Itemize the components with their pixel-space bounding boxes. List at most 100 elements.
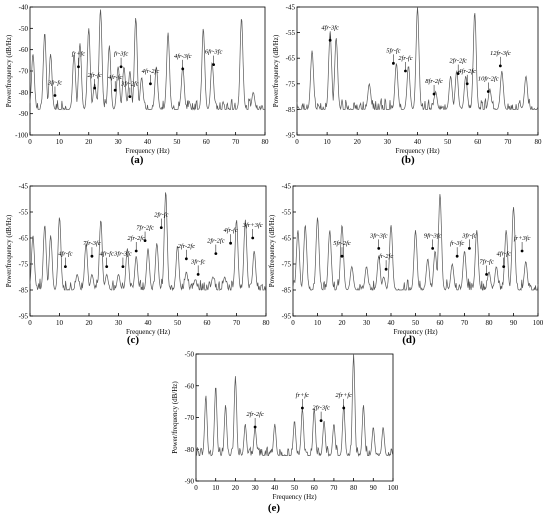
annotation-label: 12fr-3fc: [490, 50, 511, 57]
annotation-dot: [455, 254, 459, 258]
annotation-dot: [485, 273, 488, 276]
x-tick-label: 10: [56, 138, 64, 146]
y-tick-label: -85: [282, 287, 292, 295]
x-tick-label: 80: [262, 138, 270, 146]
annotation-label: fr-2fc: [379, 253, 393, 260]
x-tick-label: 80: [263, 319, 271, 327]
y-tick-label: -65: [19, 235, 29, 243]
y-tick-label: -90: [19, 110, 29, 118]
annotation-label: 4fr-fc: [58, 251, 72, 258]
y-tick-label: -55: [286, 29, 296, 37]
annotation-dot: [93, 86, 97, 90]
annotation-dot: [498, 64, 502, 68]
x-tick-label: 40: [271, 484, 279, 492]
panel-label: (e): [268, 502, 281, 514]
annotation-dot: [432, 92, 436, 96]
annotation-dot: [342, 406, 346, 410]
annotation-label: 4fr-fc: [108, 74, 122, 81]
annotation-label: fr+fc: [72, 51, 86, 58]
annotation-label: 5fr-2fc: [333, 240, 351, 247]
annotation-dot: [214, 252, 218, 256]
x-tick-label: 80: [486, 319, 494, 327]
annotation-dot: [149, 82, 152, 86]
annotation-dot: [159, 226, 163, 230]
x-tick-label: 70: [330, 484, 338, 492]
x-tick-label: 40: [144, 138, 152, 146]
x-tick-label: 30: [115, 138, 123, 146]
annotation-label: 7fr-3fc: [83, 240, 101, 247]
y-axis-label: Power/frequency (dB/Hz): [5, 214, 13, 287]
annotation-label: 3fr-fc: [47, 80, 62, 87]
x-tick-label: 60: [203, 138, 211, 146]
x-tick-label: 0: [291, 319, 295, 327]
y-tick-label: -80: [19, 89, 29, 97]
y-tick-label: -75: [286, 80, 296, 88]
y-tick-label: -95: [19, 313, 29, 321]
y-tick-label: -65: [282, 235, 292, 243]
y-axis-label: Power/frequency (dB/Hz): [272, 34, 280, 107]
annotation-label: fr+3fc: [514, 235, 531, 242]
annotation-label: fr+fc: [296, 392, 310, 399]
annotation-label: 3fr-3fc: [113, 251, 132, 258]
panel-label: (a): [131, 154, 144, 166]
x-tick-label: 40: [145, 319, 153, 327]
annotation-label: 10fr-2fc: [478, 75, 499, 82]
y-tick-label: -75: [282, 261, 292, 269]
annotation-dot: [404, 69, 407, 73]
annotation-dot: [184, 257, 188, 261]
panel-a: 0 10 20 30 40 50 60 70 80 -100 -90 -80 -70 -60 -50 -40 F…: [5, 4, 269, 167]
y-axis-label: Power/frequency (dB/Hz): [268, 214, 276, 287]
spectrum-line: [195, 353, 394, 457]
x-tick-label: 80: [535, 138, 543, 146]
y-tick-label: -95: [282, 313, 292, 321]
x-tick-label: 20: [85, 138, 93, 146]
annotation-label: 4fr-3fc: [174, 53, 192, 60]
x-tick-label: 90: [370, 484, 378, 492]
annotation-label: 4fr-3fc: [321, 24, 339, 31]
x-tick-label: 50: [174, 319, 182, 327]
annotation-label: fr-3fc: [450, 240, 464, 247]
annotation-dot: [251, 236, 255, 240]
y-tick-label: -75: [19, 261, 29, 269]
annotation-label: 4fr-fc: [223, 227, 237, 234]
annotation-label: 2fr-fc: [398, 55, 412, 62]
y-tick-label: -70: [185, 414, 195, 422]
x-tick-label: 0: [194, 484, 198, 492]
annotation-label: 2fr-2fc: [127, 235, 145, 242]
annotation-label: 4fr-2fc: [458, 68, 476, 75]
panel-c: 0 10 20 30 40 50 60 70 80 -95 -85 -75 -65 -55 -45 Frequ…: [5, 183, 270, 347]
annotation-dot: [196, 273, 200, 276]
annotation-dot: [468, 247, 471, 250]
y-axis-label: Power/frequency (dB/Hz): [171, 381, 179, 454]
x-tick-label: 70: [461, 319, 469, 327]
y-axis-label: Power/frequency (dB/Hz): [5, 34, 13, 107]
annotation-label: 9fr-3fc: [424, 232, 442, 239]
annotation-label: 3fr-fc: [190, 258, 205, 265]
x-tick-label: 50: [173, 138, 181, 146]
y-tick-label: -65: [286, 55, 296, 63]
y-tick-label: -55: [282, 209, 292, 217]
annotation-label: 2fr+fc: [335, 392, 352, 399]
annotation-label: 2fr-2fc: [178, 243, 196, 250]
annotation-dot: [105, 265, 109, 268]
y-tick-label: -60: [19, 46, 29, 54]
annotation-dot: [143, 239, 147, 243]
x-tick-label: 50: [412, 319, 420, 327]
annotation-dot: [181, 67, 185, 71]
x-tick-label: 100: [533, 319, 544, 327]
y-tick-label: -100: [15, 132, 28, 140]
x-tick-label: 10: [212, 484, 220, 492]
annotation-label: 3fr-2fc: [120, 81, 139, 88]
y-tick-label: -85: [286, 106, 296, 114]
spectrum-line: [29, 9, 265, 111]
x-tick-label: 80: [350, 484, 358, 492]
y-tick-label: -95: [286, 132, 296, 140]
y-tick-label: -70: [19, 68, 29, 76]
y-tick-label: -55: [19, 209, 29, 217]
annotation-label: 2fr-2fc: [207, 238, 225, 245]
x-tick-label: 40: [414, 138, 422, 146]
annotation-dot: [502, 265, 506, 268]
annotation-dot: [53, 94, 57, 97]
annotation-label: 3fr+3fc: [242, 222, 263, 229]
annotation-label: 5fr-fc: [386, 47, 400, 54]
